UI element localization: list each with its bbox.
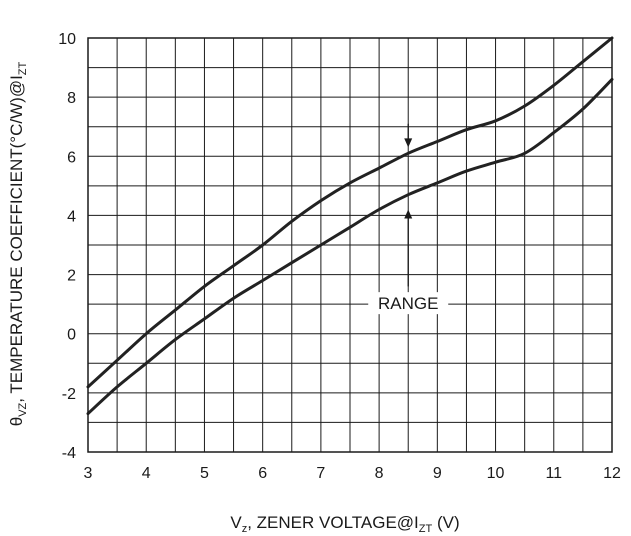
y-axis-label-mid: , TEMPERATURE COEFFICIENT(°C/W)@I: [7, 75, 26, 403]
range-label-background: [368, 292, 449, 315]
x-tick-label: 9: [433, 465, 442, 482]
y-tick-label: -4: [62, 445, 76, 462]
y-tick-label: 0: [67, 327, 76, 344]
range-label: RANGE: [378, 294, 438, 313]
x-axis-label-mid: , ZENER VOLTAGE@I: [247, 513, 419, 532]
y-axis-label-sub2: ZT: [17, 61, 29, 75]
y-tick-label: 2: [67, 268, 76, 285]
annotation-layer: RANGE: [368, 123, 449, 315]
x-axis-label-tail: (V): [432, 513, 459, 532]
x-axis-label-sub1: z: [242, 523, 248, 535]
x-tick-label: 10: [487, 465, 505, 482]
y-tick-label: 8: [67, 90, 76, 107]
y-tick-label: 10: [58, 31, 76, 48]
x-axis-label-main: V: [230, 513, 242, 532]
x-tick-label: 12: [603, 465, 621, 482]
x-tick-label: 8: [375, 465, 384, 482]
x-tick-label: 5: [200, 465, 209, 482]
tick-labels: 3 4 5 6 7 8 9 10 11 12 -4 -2 0 2 4 6 8 10: [58, 31, 621, 482]
x-tick-label: 7: [316, 465, 325, 482]
y-axis-label-sub1: VZ: [17, 402, 29, 416]
lower-limit-curve: [86, 77, 614, 416]
range-arrow-head: [404, 138, 413, 148]
axes: [87, 37, 613, 453]
y-tick-label: 6: [67, 149, 76, 166]
x-tick-label: 11: [545, 465, 562, 482]
x-tick-label: 6: [258, 465, 267, 482]
range-arrow-head: [404, 209, 413, 219]
x-axis-label-sub2: ZT: [419, 523, 433, 535]
x-axis-label: Vz, ZENER VOLTAGE@IZT (V): [230, 513, 459, 535]
y-axis-label-main: θ: [7, 417, 26, 426]
series-layer: [86, 36, 614, 416]
y-tick-label: -2: [62, 386, 76, 403]
x-tick-label: 3: [84, 465, 93, 482]
y-tick-label: 4: [67, 208, 76, 225]
upper-limit-curve: [86, 36, 614, 389]
grid: [88, 38, 612, 452]
plot-frame: [87, 37, 613, 453]
y-axis-label: θVZ, TEMPERATURE COEFFICIENT(°C/W)@IZT: [7, 61, 29, 426]
x-tick-label: 4: [142, 465, 151, 482]
